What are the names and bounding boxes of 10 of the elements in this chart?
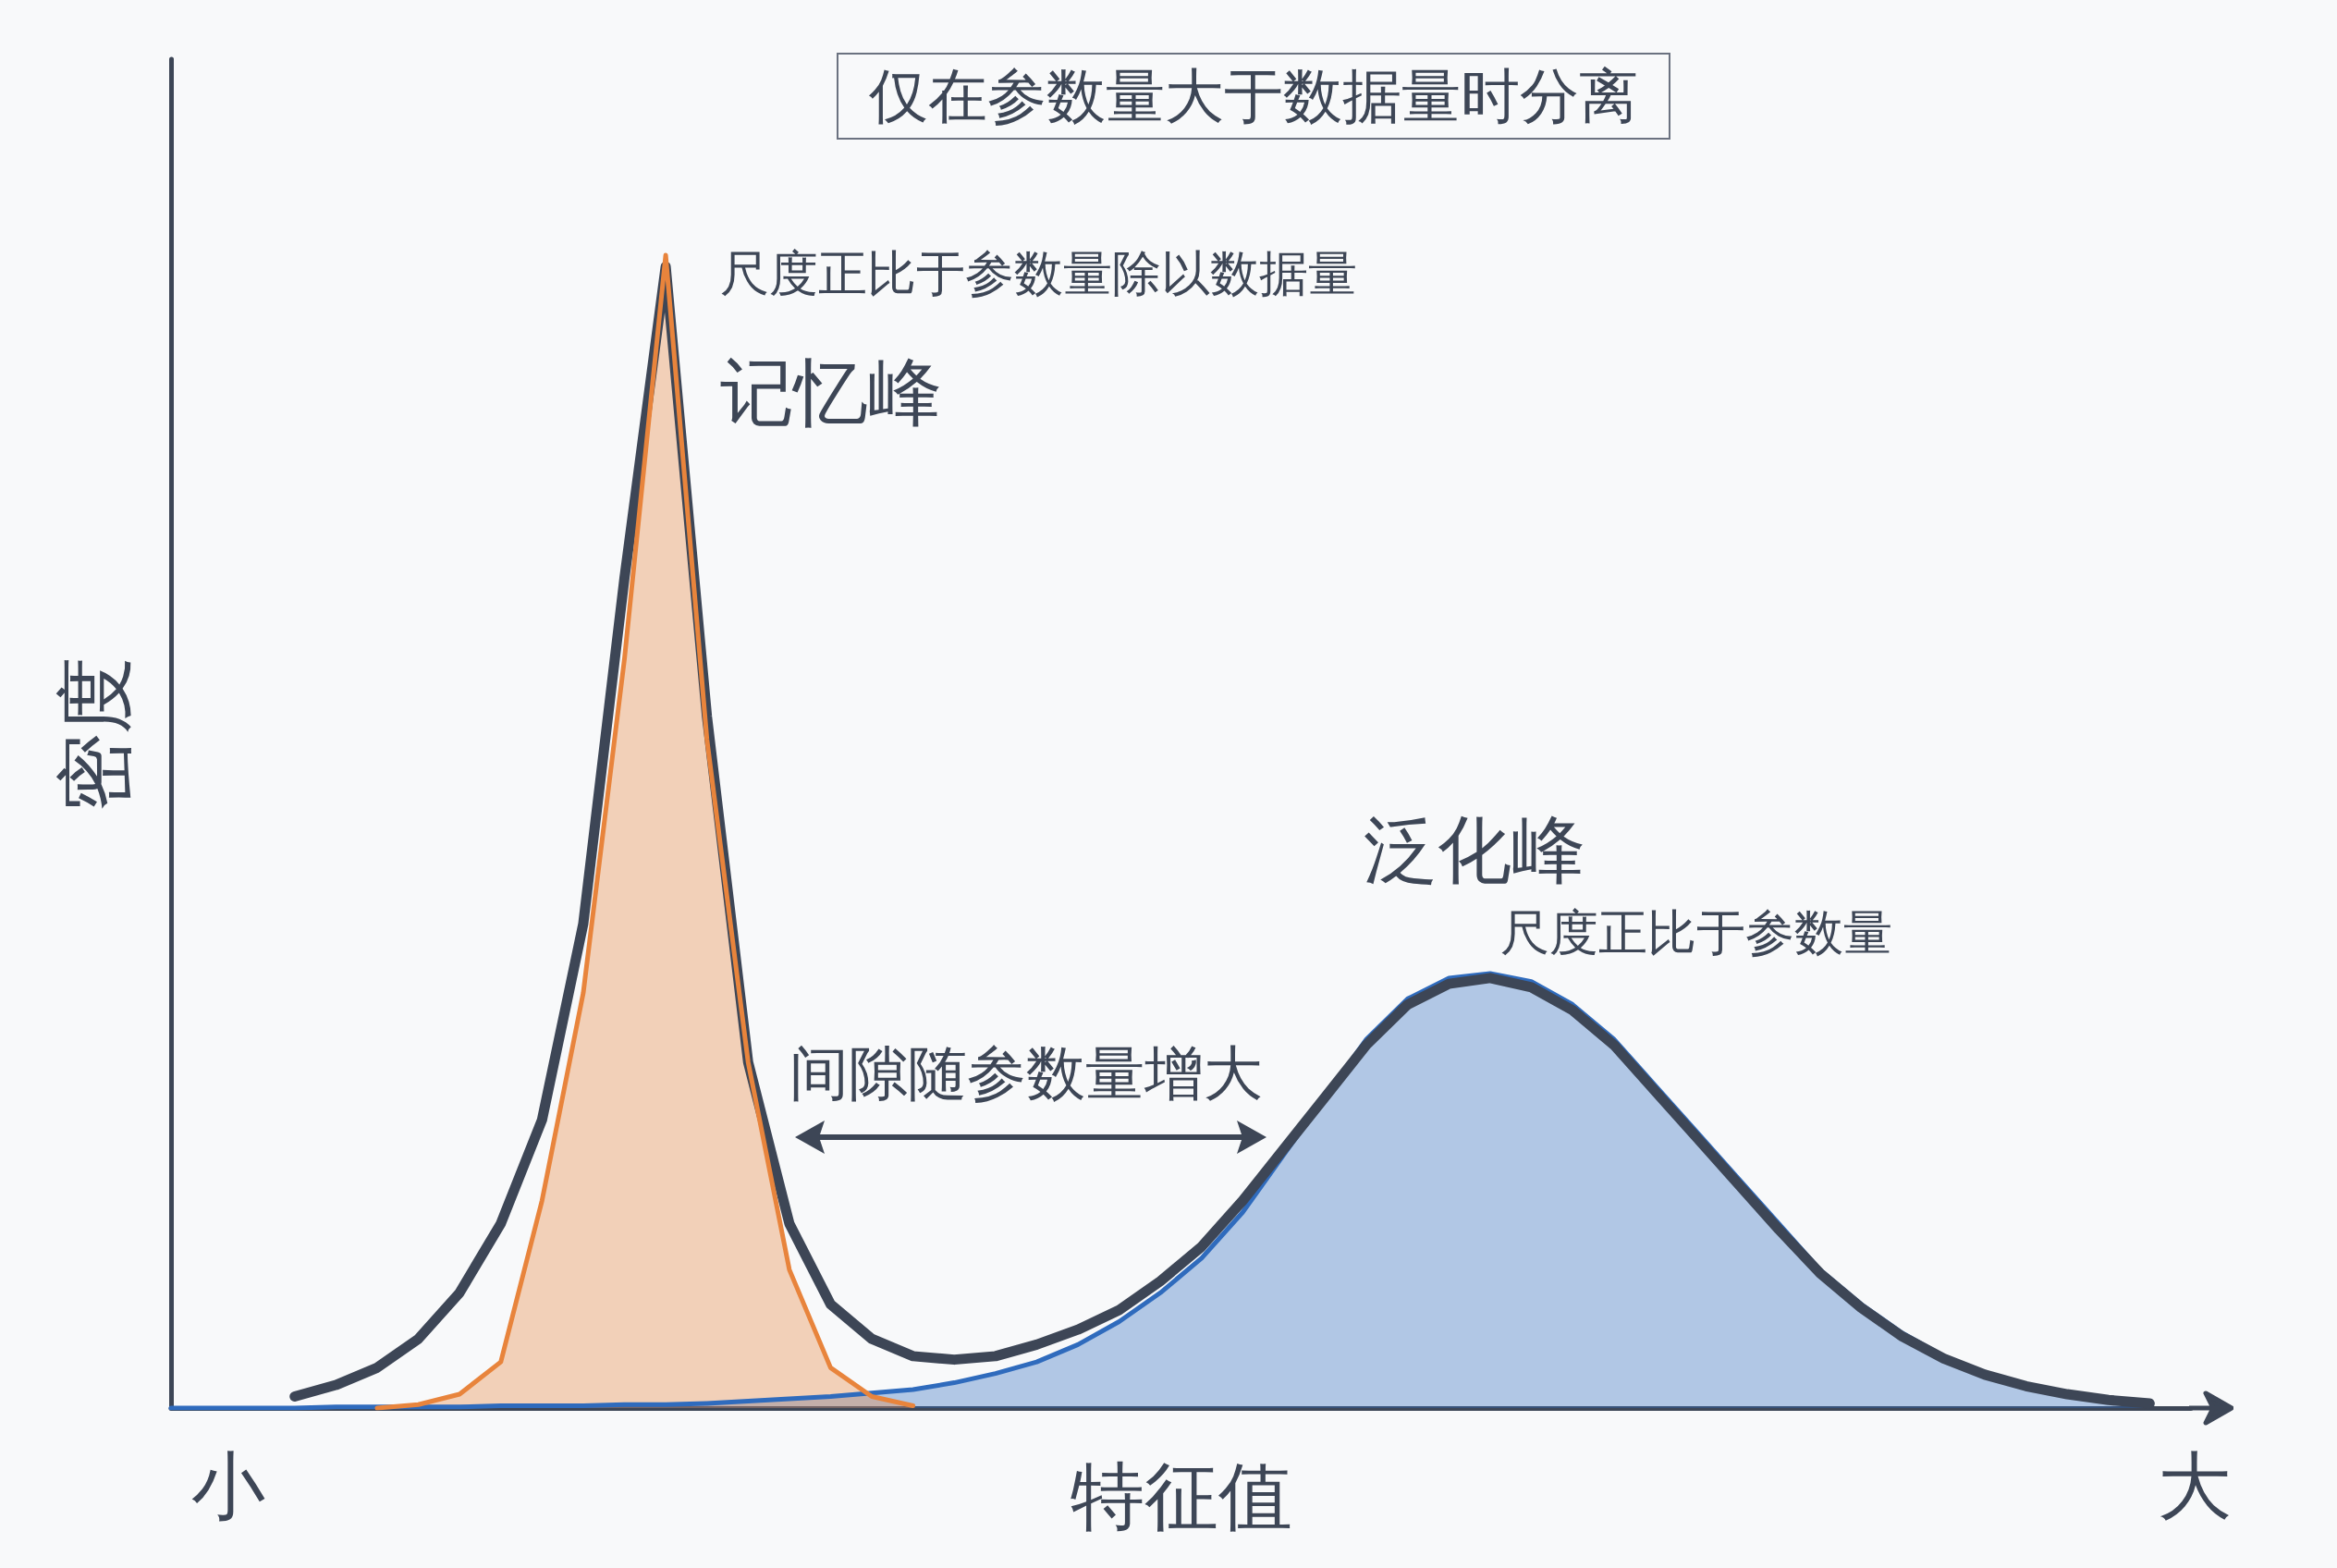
y-axis-title: 密度 bbox=[50, 655, 141, 812]
annotation: 尺度正比于参数量 bbox=[1500, 903, 1892, 961]
x-axis-title: 特征值 bbox=[1070, 1452, 1292, 1539]
text: 小 bbox=[191, 1442, 265, 1529]
annotation: 记忆峰 bbox=[720, 349, 942, 435]
chart-title: 仅在参数量大于数据量时分离 bbox=[869, 62, 1638, 130]
annotation: 尺度正比于参数量除以数据量 bbox=[720, 244, 1357, 301]
annotation: 泛化峰 bbox=[1364, 806, 1585, 893]
annotation: 间隙随参数量增大 bbox=[789, 1039, 1263, 1108]
text: 大 bbox=[2158, 1442, 2232, 1529]
